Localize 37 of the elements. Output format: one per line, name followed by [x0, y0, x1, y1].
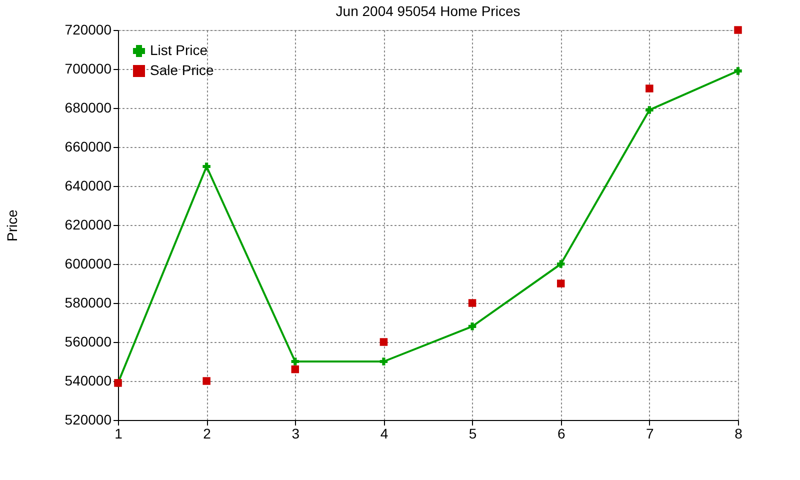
point: [646, 106, 654, 114]
y-axis-title: Price: [4, 209, 20, 242]
y-tick-label: 680000: [64, 100, 112, 116]
x-tick-label: 6: [557, 426, 566, 442]
point: [556, 280, 565, 288]
point: [734, 67, 742, 75]
y-tick-label: 700000: [64, 60, 112, 76]
x-tick-label: 4: [380, 426, 388, 442]
x-tick-label: 7: [646, 426, 654, 442]
y-tick-label: 660000: [64, 138, 112, 154]
y-tick-label: 520000: [64, 412, 112, 428]
point: [556, 260, 565, 268]
y-tick-label: 720000: [64, 22, 112, 38]
point: [291, 358, 300, 366]
point: [202, 377, 210, 385]
point: [646, 84, 654, 92]
y-tick-label: 580000: [64, 294, 112, 310]
chart-title: Jun 2004 95054 Home Prices: [336, 3, 520, 19]
point: [380, 338, 388, 346]
point: [202, 162, 210, 170]
x-tick-label: 8: [734, 426, 743, 442]
x-tick-label: 3: [292, 426, 300, 442]
y-tick-label: 620000: [64, 216, 112, 232]
x-tick-label: 2: [203, 426, 212, 442]
point: [468, 322, 476, 330]
y-tick-label: 600000: [64, 256, 112, 272]
point: [291, 365, 300, 374]
y-tick-label: 560000: [64, 334, 112, 350]
x-tick-label: 5: [468, 426, 477, 442]
point: [468, 299, 476, 307]
legend-label: Sale Price: [150, 62, 214, 78]
y-tick-label: 640000: [64, 178, 112, 194]
legend-label: List Price: [150, 42, 208, 58]
point: [734, 26, 742, 34]
x-tick-label: 1: [114, 426, 123, 442]
y-tick-label: 540000: [64, 372, 112, 388]
point: [380, 358, 388, 366]
